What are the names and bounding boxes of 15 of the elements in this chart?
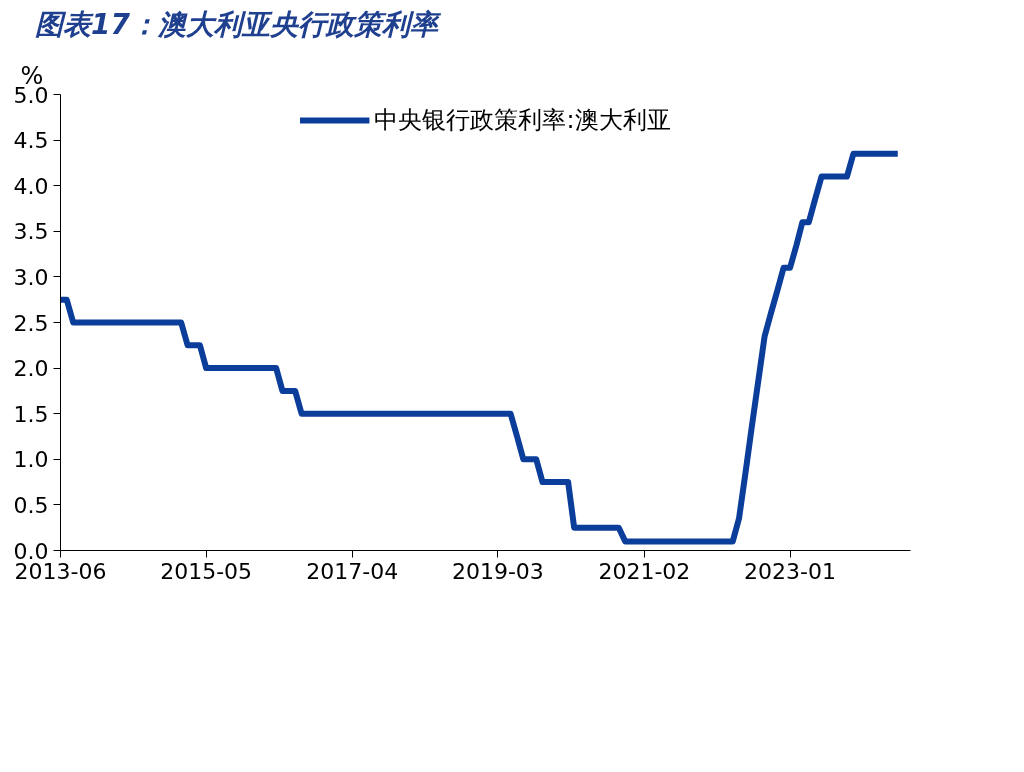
x-tick-label: 2017-04 (306, 558, 399, 584)
y-tick-label: 0.5 (13, 492, 49, 518)
x-tick-label: 2023-01 (744, 558, 837, 584)
y-tick-label: 3.5 (13, 219, 49, 245)
y-tick-label: 2.0 (13, 356, 49, 382)
y-tick-label: 4.0 (13, 173, 49, 199)
legend-label: 中央银行政策利率:澳大利亚 (374, 105, 671, 136)
x-tick-label: 2015-05 (160, 558, 253, 584)
x-tick-label: 2019-03 (451, 558, 544, 584)
y-tick-label: 1.0 (13, 447, 49, 473)
y-tick-label: 3.0 (13, 264, 49, 290)
y-tick-label: 4.5 (13, 128, 49, 154)
y-tick-label: 1.5 (13, 401, 49, 427)
x-tick-label: 2021-02 (598, 558, 691, 584)
y-tick-label: 2.5 (13, 310, 49, 336)
